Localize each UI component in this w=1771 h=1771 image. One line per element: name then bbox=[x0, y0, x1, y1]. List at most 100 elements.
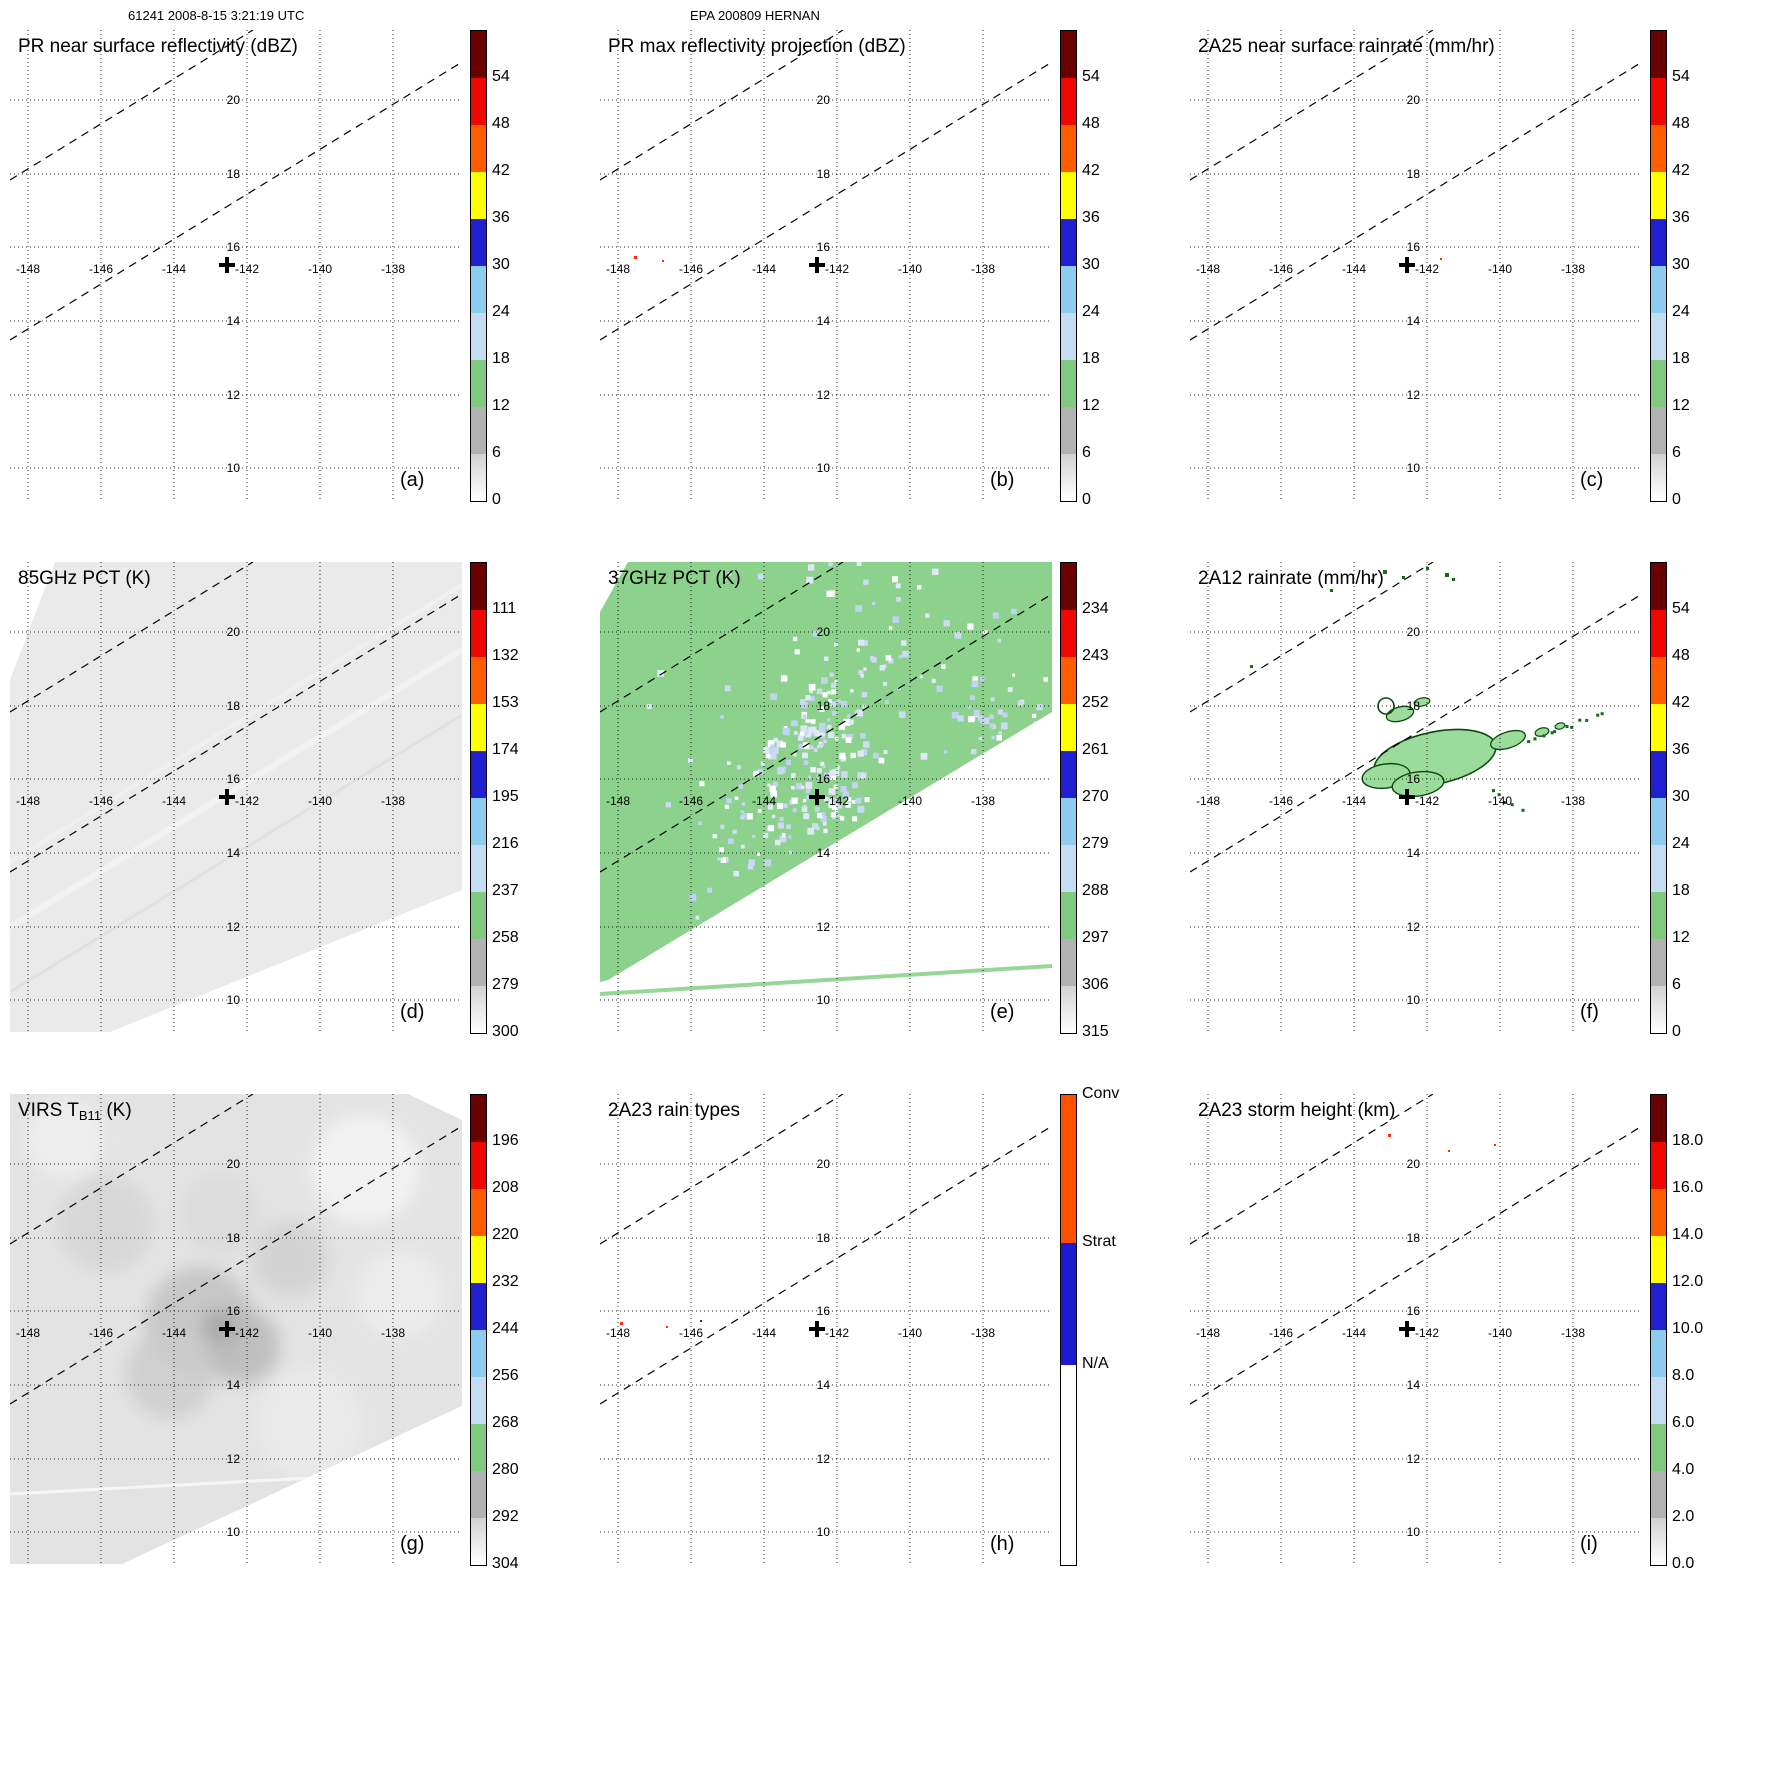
lat-label: 10 bbox=[227, 461, 241, 475]
panel-title: 2A25 near surface rainrate (mm/hr) bbox=[1198, 36, 1495, 57]
lon-label: -146 bbox=[89, 794, 113, 808]
pr-swath-edge bbox=[1190, 1094, 1434, 1245]
map-g: -148 -146 -144 -142 -140 -138 20 18 16 14 12 10 VIRS… bbox=[10, 1094, 462, 1564]
grid bbox=[1190, 30, 1642, 500]
lat-label: 14 bbox=[227, 846, 241, 860]
data-speck bbox=[620, 1322, 623, 1325]
lat-label: 10 bbox=[227, 993, 241, 1007]
colorbar-e bbox=[1060, 562, 1077, 1034]
colorbar-tick-label: 24 bbox=[1082, 303, 1100, 320]
colorbar-tick-label: 0 bbox=[1672, 1023, 1681, 1040]
lon-label: -140 bbox=[1488, 794, 1512, 808]
colorbar-tick-label: 0.0 bbox=[1672, 1555, 1695, 1572]
lat-label: 10 bbox=[1407, 1525, 1421, 1539]
rain-speck-trail bbox=[1527, 740, 1531, 744]
colorbar-d bbox=[470, 562, 487, 1034]
colorbar-tick-label: 16.0 bbox=[1672, 1179, 1704, 1196]
lat-label: 12 bbox=[817, 1452, 831, 1466]
colorbar-tick-label: 6.0 bbox=[1672, 1414, 1695, 1431]
lon-label: -148 bbox=[1196, 262, 1220, 276]
lon-label: -138 bbox=[381, 262, 405, 276]
colorbar-tick-label: 24 bbox=[492, 303, 510, 320]
colorbar-tick-label: 132 bbox=[492, 647, 519, 664]
lat-label: 16 bbox=[227, 772, 241, 786]
data-speck bbox=[666, 1326, 668, 1328]
data-speck bbox=[1440, 258, 1442, 260]
lat-label: 14 bbox=[817, 1378, 831, 1392]
lon-label: -146 bbox=[89, 262, 113, 276]
lon-label: -140 bbox=[898, 1326, 922, 1340]
panel-title: 37GHz PCT (K) bbox=[608, 568, 741, 589]
lat-label: 12 bbox=[227, 920, 241, 934]
lon-label: -148 bbox=[606, 794, 630, 808]
data-speck bbox=[1250, 665, 1253, 668]
lat-label: 12 bbox=[1407, 1452, 1421, 1466]
colorbar-tick-label: 30 bbox=[1082, 256, 1100, 273]
lon-label: -148 bbox=[16, 1326, 40, 1340]
colorbar-tick-label: 0 bbox=[492, 491, 501, 508]
colorbar-tick-label: 54 bbox=[1672, 600, 1690, 617]
panel-letter: (c) bbox=[1580, 469, 1603, 491]
lon-label: -142 bbox=[825, 262, 849, 276]
lat-label: 14 bbox=[227, 314, 241, 328]
colorbar-tick-label: 48 bbox=[1672, 115, 1690, 132]
colorbar-tick-label: 48 bbox=[1082, 115, 1100, 132]
lon-label: -148 bbox=[1196, 794, 1220, 808]
rain-speck-trail bbox=[1521, 808, 1525, 812]
lat-label: 10 bbox=[817, 1525, 831, 1539]
colorbar-tick-label: 18 bbox=[492, 350, 510, 367]
panel-f: -148 -146 -144 -142 -140 -138 20 18 16 14 12 10 2A12… bbox=[1190, 562, 1750, 1067]
grid bbox=[1190, 562, 1642, 1032]
pr-swath-edge bbox=[10, 1125, 462, 1405]
lat-label: 12 bbox=[817, 920, 831, 934]
panel-letter: (e) bbox=[990, 1001, 1014, 1023]
lon-label: -146 bbox=[679, 1326, 703, 1340]
colorbar-b bbox=[1060, 30, 1077, 502]
data-speck bbox=[1388, 1134, 1391, 1137]
lon-label: -138 bbox=[1561, 794, 1585, 808]
colorbar-tick-label: 18 bbox=[1672, 882, 1690, 899]
colorbar-tick-label: 297 bbox=[1082, 929, 1109, 946]
rain-speck-trail bbox=[1565, 725, 1569, 728]
grid bbox=[10, 1094, 462, 1564]
lon-label: -146 bbox=[1269, 262, 1293, 276]
lon-label: -142 bbox=[235, 262, 259, 276]
colorbar-tick-label: 48 bbox=[1672, 647, 1690, 664]
lon-label: -138 bbox=[971, 794, 995, 808]
rain-speck-trail bbox=[1550, 731, 1554, 735]
lat-label: 18 bbox=[227, 1231, 241, 1245]
panel-letter: (d) bbox=[400, 1001, 424, 1023]
lon-label: -138 bbox=[971, 1326, 995, 1340]
rain-area bbox=[1490, 729, 1526, 751]
colorbar-tick-label: 292 bbox=[492, 1508, 519, 1525]
pr-swath-edge bbox=[1190, 562, 1434, 713]
colorbar-tick-label: 279 bbox=[492, 976, 519, 993]
lon-label: -142 bbox=[235, 1326, 259, 1340]
colorbar-tick-label: 12.0 bbox=[1672, 1273, 1704, 1290]
colorbar-tick-label: 18.0 bbox=[1672, 1132, 1704, 1149]
colorbar-tick-label: 36 bbox=[1672, 741, 1690, 758]
pr-swath-edge bbox=[10, 562, 254, 713]
lon-label: -140 bbox=[1488, 262, 1512, 276]
colorbar-tick-label: 14.0 bbox=[1672, 1226, 1704, 1243]
rain-area bbox=[1534, 727, 1550, 737]
colorbar-tick-label: 0 bbox=[1082, 491, 1091, 508]
panel-title: PR near surface reflectivity (dBZ) bbox=[18, 36, 298, 57]
storm-center-cross bbox=[219, 1321, 235, 1337]
panel-d: -148 -146 -144 -142 -140 -138 20 18 16 14 12 10 85GH… bbox=[10, 562, 570, 1067]
storm-center-cross bbox=[809, 257, 825, 273]
grid bbox=[10, 562, 462, 1032]
rain-speck-trail bbox=[1492, 789, 1495, 793]
colorbar-tick-label: 244 bbox=[492, 1320, 519, 1337]
pr-swath-edge bbox=[1190, 61, 1642, 341]
colorbar-tick-label: 234 bbox=[1082, 600, 1109, 617]
lat-label: 18 bbox=[227, 167, 241, 181]
lon-label: -146 bbox=[679, 794, 703, 808]
colorbar-tick-label: 4.0 bbox=[1672, 1461, 1695, 1478]
colorbar-tick-label: 315 bbox=[1082, 1023, 1109, 1040]
colorbar-c bbox=[1650, 30, 1667, 502]
lon-label: -138 bbox=[381, 794, 405, 808]
colorbar-tick-label: Conv bbox=[1082, 1085, 1120, 1102]
pr-swath-edge bbox=[600, 562, 844, 713]
